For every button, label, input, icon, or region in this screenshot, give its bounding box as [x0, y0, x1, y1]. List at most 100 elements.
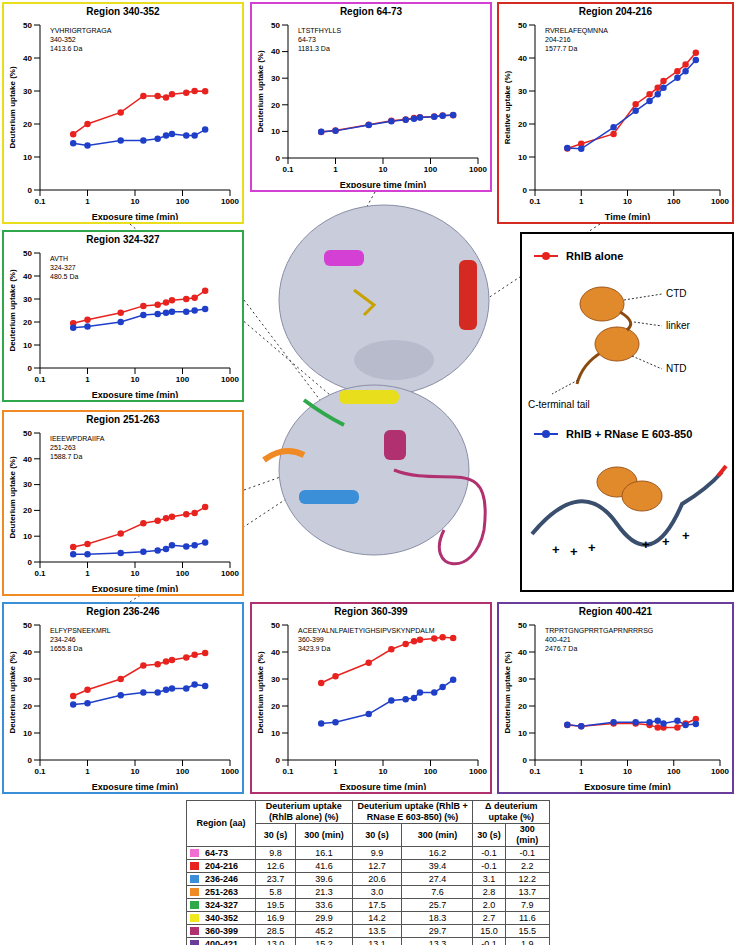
svg-text:40: 40 [518, 648, 527, 657]
svg-text:1: 1 [85, 375, 90, 384]
svg-text:1000: 1000 [221, 767, 239, 776]
svg-text:40: 40 [23, 54, 32, 63]
svg-text:Time (min): Time (min) [605, 212, 650, 220]
svg-text:40: 40 [271, 648, 280, 657]
svg-text:10: 10 [623, 767, 632, 776]
svg-text:Exposure time (min): Exposure time (min) [92, 584, 179, 592]
svg-text:10: 10 [131, 375, 140, 384]
svg-text:Deuterium uptake (%): Deuterium uptake (%) [8, 651, 17, 734]
svg-text:Relative uptake (%): Relative uptake (%) [503, 70, 512, 144]
svg-text:20: 20 [271, 702, 280, 711]
svg-text:50: 50 [23, 429, 32, 438]
svg-text:30: 30 [23, 675, 32, 684]
svg-text:0: 0 [276, 756, 281, 765]
svg-text:10: 10 [23, 532, 32, 541]
svg-text:0.1: 0.1 [282, 767, 294, 776]
svg-text:100: 100 [424, 767, 438, 776]
svg-text:20: 20 [271, 101, 280, 110]
svg-text:1: 1 [333, 767, 338, 776]
svg-text:1: 1 [85, 569, 90, 578]
svg-text:0.1: 0.1 [529, 767, 541, 776]
svg-text:1000: 1000 [221, 375, 239, 384]
svg-text:30: 30 [23, 480, 32, 489]
svg-text:20: 20 [23, 120, 32, 129]
svg-text:+: + [642, 537, 650, 552]
svg-text:50: 50 [518, 621, 527, 630]
svg-text:30: 30 [271, 675, 280, 684]
svg-text:40: 40 [23, 272, 32, 281]
svg-text:Exposure time (min): Exposure time (min) [92, 212, 179, 220]
svg-text:20: 20 [23, 318, 32, 327]
svg-text:1: 1 [85, 767, 90, 776]
svg-text:0.1: 0.1 [34, 197, 46, 206]
svg-text:30: 30 [271, 74, 280, 83]
svg-text:50: 50 [518, 21, 527, 30]
svg-text:CTD: CTD [666, 288, 687, 299]
svg-text:Exposure time (min): Exposure time (min) [340, 180, 427, 188]
svg-text:10: 10 [23, 341, 32, 350]
svg-text:0: 0 [28, 186, 33, 195]
svg-text:RhlB + RNase E 603-850: RhlB + RNase E 603-850 [566, 428, 692, 440]
svg-text:0: 0 [276, 154, 281, 163]
svg-text:100: 100 [176, 569, 190, 578]
svg-text:Exposure time (min): Exposure time (min) [92, 782, 179, 790]
svg-text:0: 0 [28, 558, 33, 567]
svg-text:50: 50 [23, 21, 32, 30]
svg-text:1000: 1000 [221, 197, 239, 206]
svg-text:0.1: 0.1 [34, 767, 46, 776]
svg-text:RhlB alone: RhlB alone [566, 250, 623, 262]
svg-text:Exposure time (min): Exposure time (min) [340, 782, 427, 790]
svg-text:0: 0 [28, 756, 33, 765]
svg-text:30: 30 [518, 675, 527, 684]
svg-text:10: 10 [623, 197, 632, 206]
svg-text:20: 20 [518, 120, 527, 129]
svg-text:100: 100 [176, 767, 190, 776]
svg-text:50: 50 [23, 249, 32, 258]
svg-text:0: 0 [523, 756, 528, 765]
svg-text:100: 100 [667, 767, 681, 776]
svg-text:40: 40 [23, 648, 32, 657]
svg-text:40: 40 [518, 54, 527, 63]
svg-text:100: 100 [176, 197, 190, 206]
svg-text:Deuterium uptake (%): Deuterium uptake (%) [8, 456, 17, 539]
svg-text:1: 1 [333, 165, 338, 174]
svg-text:10: 10 [518, 729, 527, 738]
svg-text:100: 100 [667, 197, 681, 206]
svg-text:+: + [552, 542, 560, 557]
svg-text:1: 1 [579, 197, 584, 206]
svg-text:0.1: 0.1 [282, 165, 294, 174]
svg-text:0.1: 0.1 [529, 197, 541, 206]
svg-text:1000: 1000 [221, 569, 239, 578]
svg-text:Exposure time (min): Exposure time (min) [584, 782, 671, 790]
svg-text:10: 10 [23, 153, 32, 162]
svg-text:100: 100 [176, 375, 190, 384]
svg-text:1000: 1000 [711, 767, 728, 776]
svg-text:NTD: NTD [666, 363, 687, 374]
svg-text:30: 30 [23, 295, 32, 304]
svg-text:40: 40 [271, 47, 280, 56]
svg-text:0.1: 0.1 [34, 375, 46, 384]
svg-text:50: 50 [271, 621, 280, 630]
svg-text:+: + [682, 528, 690, 543]
svg-text:Deuterium uptake (%): Deuterium uptake (%) [8, 269, 17, 352]
svg-text:10: 10 [379, 767, 388, 776]
svg-text:10: 10 [23, 729, 32, 738]
svg-text:50: 50 [271, 21, 280, 30]
svg-text:10: 10 [518, 153, 527, 162]
svg-text:50: 50 [23, 621, 32, 630]
svg-text:20: 20 [23, 506, 32, 515]
svg-text:10: 10 [271, 729, 280, 738]
svg-text:0: 0 [523, 186, 528, 195]
svg-text:10: 10 [131, 569, 140, 578]
svg-text:20: 20 [23, 702, 32, 711]
svg-text:20: 20 [518, 702, 527, 711]
svg-text:40: 40 [23, 455, 32, 464]
svg-text:0.1: 0.1 [34, 569, 46, 578]
svg-text:+: + [662, 534, 670, 549]
svg-text:1000: 1000 [469, 767, 487, 776]
svg-text:100: 100 [424, 165, 438, 174]
svg-text:1000: 1000 [469, 165, 487, 174]
svg-text:1000: 1000 [711, 197, 728, 206]
svg-text:+: + [570, 544, 578, 559]
svg-text:linker: linker [666, 320, 691, 331]
